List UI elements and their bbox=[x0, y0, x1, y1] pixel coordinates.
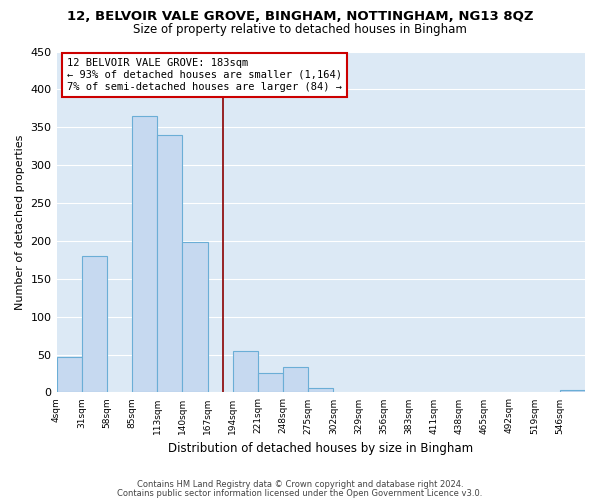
Bar bbox=[182, 242, 208, 392]
Bar bbox=[56, 357, 82, 392]
Bar bbox=[560, 390, 585, 392]
Text: 12 BELVOIR VALE GROVE: 183sqm
← 93% of detached houses are smaller (1,164)
7% of: 12 BELVOIR VALE GROVE: 183sqm ← 93% of d… bbox=[67, 58, 342, 92]
X-axis label: Distribution of detached houses by size in Bingham: Distribution of detached houses by size … bbox=[168, 442, 473, 455]
Text: Size of property relative to detached houses in Bingham: Size of property relative to detached ho… bbox=[133, 22, 467, 36]
Bar bbox=[233, 351, 258, 393]
Y-axis label: Number of detached properties: Number of detached properties bbox=[15, 134, 25, 310]
Bar bbox=[258, 372, 283, 392]
Text: Contains HM Land Registry data © Crown copyright and database right 2024.: Contains HM Land Registry data © Crown c… bbox=[137, 480, 463, 489]
Bar bbox=[308, 388, 334, 392]
Text: Contains public sector information licensed under the Open Government Licence v3: Contains public sector information licen… bbox=[118, 488, 482, 498]
Bar bbox=[132, 116, 157, 392]
Bar bbox=[157, 135, 182, 392]
Text: 12, BELVOIR VALE GROVE, BINGHAM, NOTTINGHAM, NG13 8QZ: 12, BELVOIR VALE GROVE, BINGHAM, NOTTING… bbox=[67, 10, 533, 23]
Bar bbox=[283, 368, 308, 392]
Bar bbox=[82, 256, 107, 392]
